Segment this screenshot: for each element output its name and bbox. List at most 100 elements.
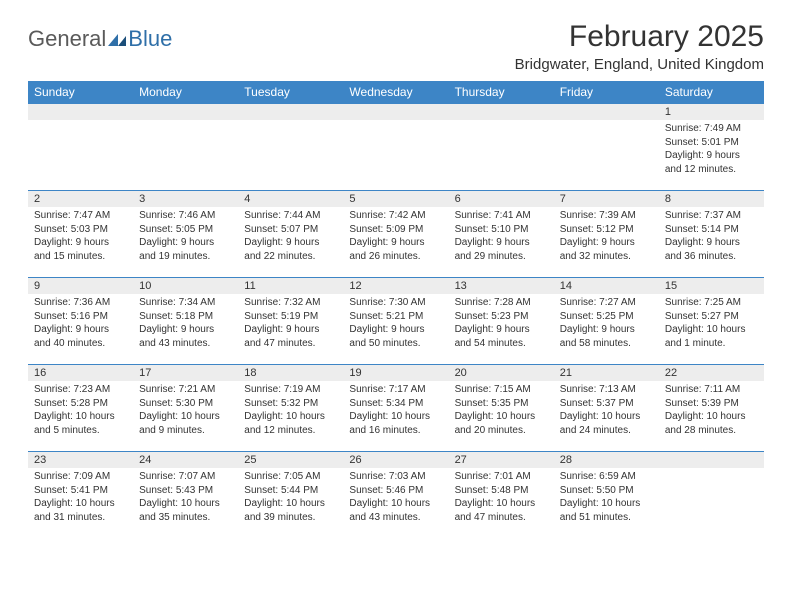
day-line: Sunset: 5:07 PM xyxy=(244,223,337,237)
calendar-page: General Blue February 2025 Bridgwater, E… xyxy=(0,0,792,558)
calendar-day-cell: 8Sunrise: 7:37 AMSunset: 5:14 PMDaylight… xyxy=(659,191,764,278)
day-line: Sunrise: 7:01 AM xyxy=(455,470,548,484)
calendar-week-row: 23Sunrise: 7:09 AMSunset: 5:41 PMDayligh… xyxy=(28,452,764,539)
day-line: Daylight: 10 hours xyxy=(665,410,758,424)
day-line: Sunrise: 7:36 AM xyxy=(34,296,127,310)
day-number: 1 xyxy=(659,104,764,120)
calendar-week-row: 16Sunrise: 7:23 AMSunset: 5:28 PMDayligh… xyxy=(28,365,764,452)
calendar-day-cell: 5Sunrise: 7:42 AMSunset: 5:09 PMDaylight… xyxy=(343,191,448,278)
calendar-day-cell: 2Sunrise: 7:47 AMSunset: 5:03 PMDaylight… xyxy=(28,191,133,278)
day-line: Sunset: 5:12 PM xyxy=(560,223,653,237)
day-line: Sunrise: 7:07 AM xyxy=(139,470,232,484)
day-line: Sunset: 5:43 PM xyxy=(139,484,232,498)
calendar-day-cell: 18Sunrise: 7:19 AMSunset: 5:32 PMDayligh… xyxy=(238,365,343,452)
day-number: 27 xyxy=(449,452,554,468)
day-header: Monday xyxy=(133,81,238,104)
day-number xyxy=(133,104,238,120)
day-line: and 43 minutes. xyxy=(139,337,232,351)
day-body: Sunrise: 7:30 AMSunset: 5:21 PMDaylight:… xyxy=(343,294,448,364)
day-line: and 35 minutes. xyxy=(139,511,232,525)
day-line: Daylight: 10 hours xyxy=(560,410,653,424)
day-line: and 32 minutes. xyxy=(560,250,653,264)
day-body: Sunrise: 7:01 AMSunset: 5:48 PMDaylight:… xyxy=(449,468,554,538)
day-line: Daylight: 10 hours xyxy=(560,497,653,511)
day-header: Wednesday xyxy=(343,81,448,104)
day-line: Sunset: 5:50 PM xyxy=(560,484,653,498)
day-line: Daylight: 9 hours xyxy=(349,236,442,250)
day-number xyxy=(554,104,659,120)
day-line: Sunrise: 7:11 AM xyxy=(665,383,758,397)
day-number: 6 xyxy=(449,191,554,207)
day-line: Sunset: 5:03 PM xyxy=(34,223,127,237)
day-number: 7 xyxy=(554,191,659,207)
day-line: and 31 minutes. xyxy=(34,511,127,525)
brand-logo: General Blue xyxy=(28,20,172,52)
day-number: 13 xyxy=(449,278,554,294)
calendar-day-cell: 15 Sunrise: 7:25 AMSunset: 5:27 PMDayligh… xyxy=(659,278,764,365)
day-line: Daylight: 9 hours xyxy=(455,323,548,337)
day-line: and 24 minutes. xyxy=(560,424,653,438)
day-line: Sunset: 5:30 PM xyxy=(139,397,232,411)
day-line: Sunrise: 7:30 AM xyxy=(349,296,442,310)
day-body: Sunrise: 7:17 AMSunset: 5:34 PMDaylight:… xyxy=(343,381,448,451)
day-body: Sunrise: 7:32 AMSunset: 5:19 PMDaylight:… xyxy=(238,294,343,364)
day-line: and 20 minutes. xyxy=(455,424,548,438)
day-number xyxy=(28,104,133,120)
day-line: and 16 minutes. xyxy=(349,424,442,438)
day-line: Daylight: 9 hours xyxy=(139,323,232,337)
day-body xyxy=(659,468,764,538)
day-line: Sunrise: 7:25 AM xyxy=(665,296,758,310)
calendar-day-cell xyxy=(343,104,448,191)
day-line: Sunset: 5:10 PM xyxy=(455,223,548,237)
day-line: Daylight: 9 hours xyxy=(349,323,442,337)
day-line: Sunset: 5:28 PM xyxy=(34,397,127,411)
day-line: Daylight: 10 hours xyxy=(665,323,758,337)
day-line: Sunset: 5:27 PM xyxy=(665,310,758,324)
day-line: Daylight: 10 hours xyxy=(34,497,127,511)
day-number: 16 xyxy=(28,365,133,381)
day-line: and 36 minutes. xyxy=(665,250,758,264)
calendar-day-cell xyxy=(554,104,659,191)
day-line: and 58 minutes. xyxy=(560,337,653,351)
day-number: 8 xyxy=(659,191,764,207)
calendar-day-cell: 3Sunrise: 7:46 AMSunset: 5:05 PMDaylight… xyxy=(133,191,238,278)
day-line: Daylight: 9 hours xyxy=(560,323,653,337)
day-line: and 9 minutes. xyxy=(139,424,232,438)
day-line: and 12 minutes. xyxy=(244,424,337,438)
day-body: Sunrise: 7:03 AMSunset: 5:46 PMDaylight:… xyxy=(343,468,448,538)
calendar-day-cell: 17Sunrise: 7:21 AMSunset: 5:30 PMDayligh… xyxy=(133,365,238,452)
day-line: Sunset: 5:48 PM xyxy=(455,484,548,498)
calendar-day-cell: 10Sunrise: 7:34 AMSunset: 5:18 PMDayligh… xyxy=(133,278,238,365)
day-line: Sunset: 5:18 PM xyxy=(139,310,232,324)
day-line: Sunrise: 7:32 AM xyxy=(244,296,337,310)
day-number: 12 xyxy=(343,278,448,294)
day-line: Daylight: 10 hours xyxy=(349,497,442,511)
day-number: 23 xyxy=(28,452,133,468)
day-line: and 50 minutes. xyxy=(349,337,442,351)
day-body: Sunrise: 7:11 AMSunset: 5:39 PMDaylight:… xyxy=(659,381,764,451)
day-number: 25 xyxy=(238,452,343,468)
day-line: Sunset: 5:39 PM xyxy=(665,397,758,411)
day-body: Sunrise: 7:36 AMSunset: 5:16 PMDaylight:… xyxy=(28,294,133,364)
day-line: and 47 minutes. xyxy=(244,337,337,351)
day-number xyxy=(238,104,343,120)
day-body: Sunrise: 7:41 AMSunset: 5:10 PMDaylight:… xyxy=(449,207,554,277)
day-number: 15 xyxy=(659,278,764,294)
day-number xyxy=(449,104,554,120)
day-number xyxy=(659,452,764,468)
day-line: Sunrise: 7:19 AM xyxy=(244,383,337,397)
logo-text-general: General xyxy=(28,26,106,52)
day-header: Friday xyxy=(554,81,659,104)
day-line: Sunrise: 7:05 AM xyxy=(244,470,337,484)
day-line: and 28 minutes. xyxy=(665,424,758,438)
day-number: 22 xyxy=(659,365,764,381)
day-line: Sunrise: 7:44 AM xyxy=(244,209,337,223)
day-line: Sunrise: 7:37 AM xyxy=(665,209,758,223)
calendar-day-cell: 23Sunrise: 7:09 AMSunset: 5:41 PMDayligh… xyxy=(28,452,133,539)
day-body: Sunrise: 7:23 AMSunset: 5:28 PMDaylight:… xyxy=(28,381,133,451)
day-body: Sunrise: 7:13 AMSunset: 5:37 PMDaylight:… xyxy=(554,381,659,451)
day-number: 5 xyxy=(343,191,448,207)
day-body xyxy=(28,120,133,190)
month-title: February 2025 xyxy=(515,20,764,54)
day-line: Daylight: 10 hours xyxy=(139,497,232,511)
